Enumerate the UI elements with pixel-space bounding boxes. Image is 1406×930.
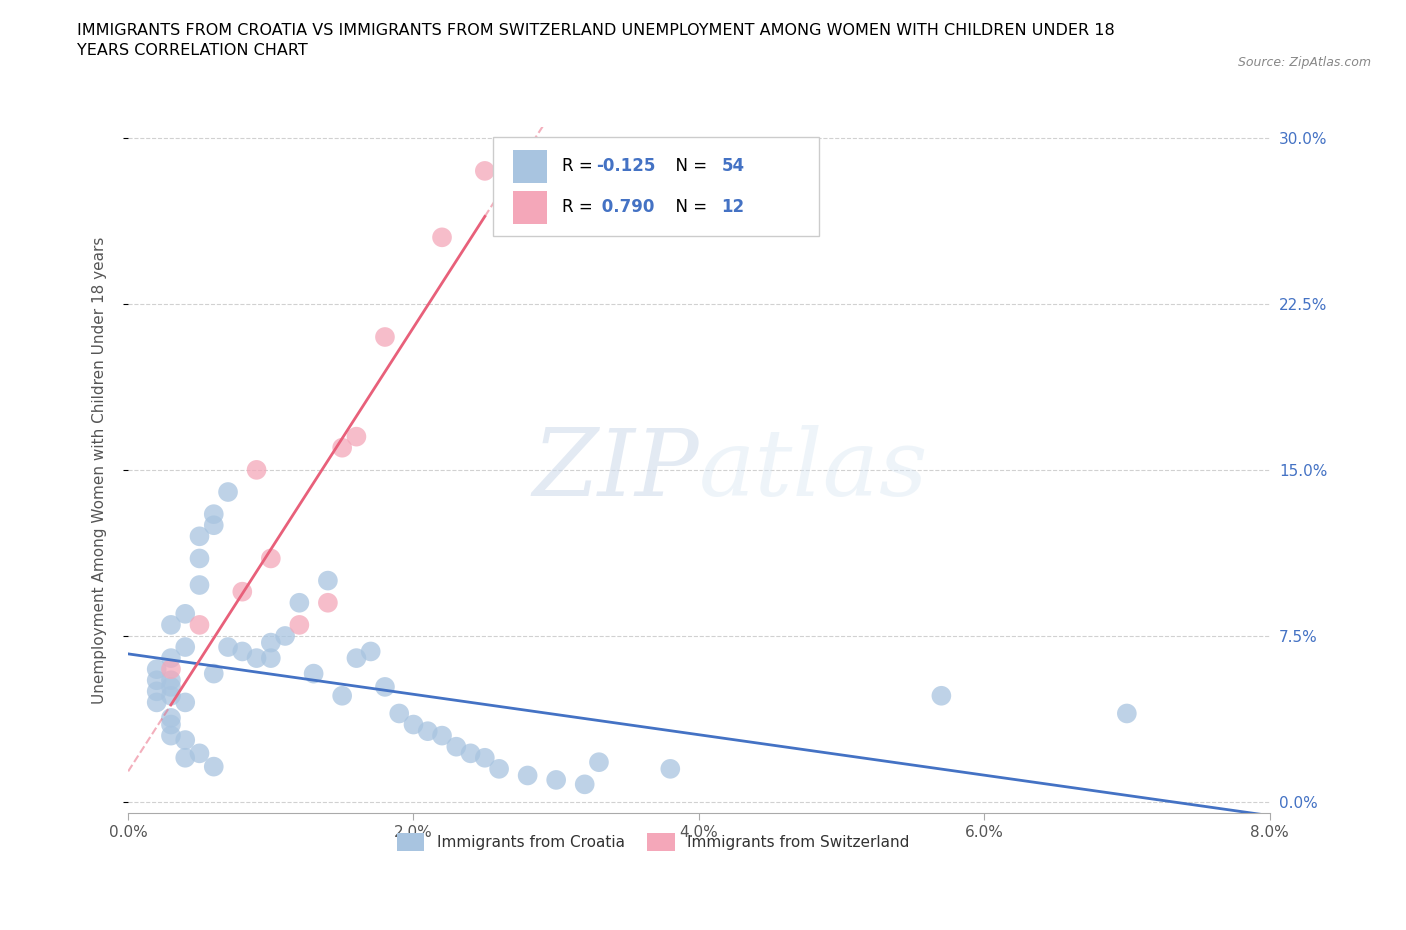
Text: R =: R = — [562, 157, 598, 175]
Point — [202, 666, 225, 681]
Point — [330, 688, 353, 703]
Point — [160, 672, 183, 687]
Point — [245, 462, 267, 477]
Point — [160, 618, 183, 632]
Text: IMMIGRANTS FROM CROATIA VS IMMIGRANTS FROM SWITZERLAND UNEMPLOYMENT AMONG WOMEN : IMMIGRANTS FROM CROATIA VS IMMIGRANTS FR… — [77, 23, 1115, 58]
Point — [474, 164, 496, 179]
Point — [202, 507, 225, 522]
Point — [316, 573, 339, 588]
Point — [374, 680, 396, 695]
Point — [174, 733, 197, 748]
Point — [160, 651, 183, 666]
Point — [1115, 706, 1137, 721]
Text: 0.790: 0.790 — [596, 198, 654, 216]
Text: Source: ZipAtlas.com: Source: ZipAtlas.com — [1237, 56, 1371, 69]
Point — [516, 768, 538, 783]
Point — [659, 762, 682, 777]
Point — [574, 777, 596, 791]
Point — [288, 618, 311, 632]
Text: N =: N = — [665, 198, 711, 216]
Point — [160, 728, 183, 743]
Point — [160, 717, 183, 732]
Text: 54: 54 — [721, 157, 745, 175]
Point — [288, 595, 311, 610]
Point — [430, 728, 453, 743]
Point — [588, 755, 610, 770]
Point — [202, 759, 225, 774]
Point — [145, 672, 167, 687]
Point — [160, 680, 183, 695]
Point — [260, 651, 283, 666]
Point — [346, 430, 368, 445]
Point — [260, 635, 283, 650]
Point — [174, 606, 197, 621]
Y-axis label: Unemployment Among Women with Children Under 18 years: Unemployment Among Women with Children U… — [93, 236, 107, 704]
Point — [231, 644, 253, 658]
Point — [160, 662, 183, 677]
Point — [374, 329, 396, 344]
Point — [931, 688, 953, 703]
Point — [188, 551, 211, 565]
Point — [145, 695, 167, 710]
Point — [302, 666, 325, 681]
Point — [260, 551, 283, 565]
Point — [188, 529, 211, 544]
Point — [460, 746, 482, 761]
Point — [316, 595, 339, 610]
Point — [546, 773, 568, 788]
Point — [145, 684, 167, 698]
Point — [346, 651, 368, 666]
FancyBboxPatch shape — [513, 150, 547, 183]
Legend: Immigrants from Croatia, Immigrants from Switzerland: Immigrants from Croatia, Immigrants from… — [391, 827, 915, 857]
Point — [174, 695, 197, 710]
Point — [231, 584, 253, 599]
FancyBboxPatch shape — [494, 137, 818, 236]
Point — [217, 640, 239, 655]
Point — [388, 706, 411, 721]
Point — [330, 440, 353, 455]
Point — [160, 688, 183, 703]
Point — [402, 717, 425, 732]
Point — [188, 618, 211, 632]
Point — [202, 518, 225, 533]
Point — [174, 640, 197, 655]
Point — [274, 629, 297, 644]
Point — [145, 662, 167, 677]
Point — [430, 230, 453, 245]
Point — [446, 739, 468, 754]
Point — [360, 644, 382, 658]
Point — [160, 711, 183, 725]
Point — [174, 751, 197, 765]
Point — [474, 751, 496, 765]
Point — [416, 724, 439, 738]
Point — [217, 485, 239, 499]
Point — [488, 762, 510, 777]
Point — [245, 651, 267, 666]
Point — [188, 578, 211, 592]
Text: N =: N = — [665, 157, 711, 175]
Text: R =: R = — [562, 198, 598, 216]
Text: 12: 12 — [721, 198, 745, 216]
Text: atlas: atlas — [699, 425, 928, 515]
FancyBboxPatch shape — [513, 191, 547, 223]
Text: ZIP: ZIP — [533, 425, 699, 515]
Point — [188, 746, 211, 761]
Text: -0.125: -0.125 — [596, 157, 655, 175]
